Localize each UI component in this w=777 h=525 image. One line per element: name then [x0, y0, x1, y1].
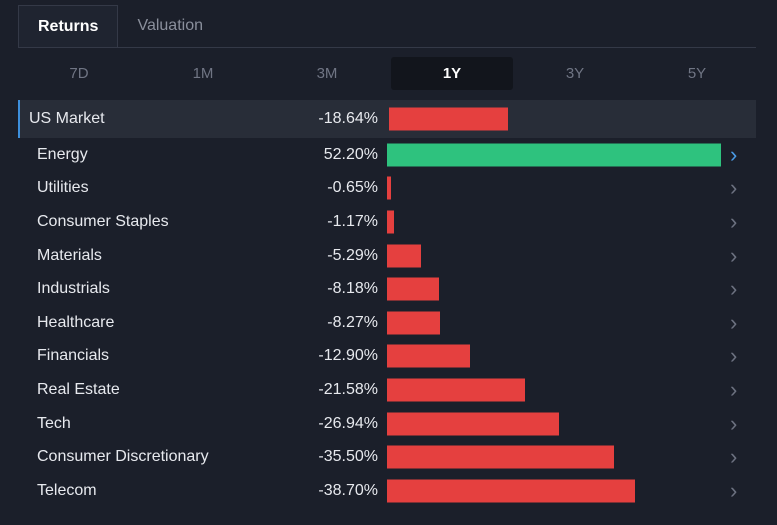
chevron-right-icon[interactable]: › [730, 410, 738, 436]
period-1y[interactable]: 1Y [391, 57, 513, 90]
chevron-right-icon[interactable]: › [730, 276, 738, 302]
chevron-right-icon[interactable]: › [730, 175, 738, 201]
return-percent: -26.94% [318, 414, 378, 432]
sector-returns-list: US Market -18.64% Energy 52.20% › Utilities -0… [18, 100, 756, 508]
sector-name: Consumer Discretionary [37, 448, 209, 466]
return-bar [387, 244, 421, 268]
return-bar [387, 277, 440, 301]
sector-name: Materials [37, 246, 102, 264]
return-bar [387, 378, 526, 402]
market-row: US Market -18.64% [18, 100, 756, 138]
return-bar [387, 479, 635, 503]
return-bar [387, 344, 470, 368]
sector-row[interactable]: Real Estate -21.58% › [18, 373, 756, 407]
return-percent: -8.18% [327, 280, 378, 298]
sector-row[interactable]: Consumer Discretionary -35.50% › [18, 440, 756, 474]
sector-row[interactable]: Telecom -38.70% › [18, 474, 756, 508]
period-3y[interactable]: 3Y [565, 65, 585, 82]
period-3m[interactable]: 3M [316, 65, 338, 82]
returns-valuation-tabs: Returns Valuation [18, 5, 756, 48]
chevron-right-icon[interactable]: › [730, 343, 738, 369]
sector-row[interactable]: Industrials -8.18% › [18, 272, 756, 306]
return-bar [387, 210, 395, 234]
period-5y[interactable]: 5Y [687, 65, 707, 82]
return-percent: -5.29% [327, 246, 378, 264]
sector-row[interactable]: Financials -12.90% › [18, 340, 756, 374]
sector-row[interactable]: Healthcare -8.27% › [18, 306, 756, 340]
tab-valuation[interactable]: Valuation [137, 17, 203, 34]
sector-name: Financials [37, 347, 110, 365]
return-bar [387, 311, 440, 335]
sector-name: Industrials [37, 280, 110, 298]
sector-row[interactable]: Materials -5.29% › [18, 239, 756, 273]
return-percent: -18.64% [318, 110, 378, 127]
chevron-right-icon[interactable]: › [730, 242, 738, 268]
tab-returns[interactable]: Returns [18, 5, 119, 47]
market-name: US Market [29, 110, 105, 127]
sector-name: Energy [37, 145, 88, 163]
return-bar [389, 107, 509, 131]
return-bar [387, 445, 615, 469]
return-percent: -1.17% [327, 212, 378, 230]
return-bar [387, 412, 560, 436]
return-percent: -0.65% [327, 179, 378, 197]
chevron-right-icon[interactable]: › [730, 444, 738, 470]
sector-row[interactable]: Tech -26.94% › [18, 407, 756, 441]
sector-name: Tech [37, 414, 71, 432]
sector-name: Telecom [37, 481, 97, 499]
sector-row[interactable]: Energy 52.20% › [18, 138, 756, 172]
chevron-right-icon[interactable]: › [730, 309, 738, 335]
chevron-right-icon[interactable]: › [730, 141, 738, 167]
period-1m[interactable]: 1M [192, 65, 214, 82]
return-percent: -8.27% [327, 313, 378, 331]
return-percent: 52.20% [323, 145, 378, 163]
return-percent: -12.90% [318, 347, 378, 365]
chevron-right-icon[interactable]: › [730, 376, 738, 402]
sector-name: Healthcare [37, 313, 115, 331]
period-7d[interactable]: 7D [69, 65, 89, 82]
sector-row[interactable]: Utilities -0.65% › [18, 172, 756, 206]
return-percent: -21.58% [318, 380, 378, 398]
period-selector: 7D 1M 3M 1Y 3Y 5Y [18, 57, 756, 90]
sector-name: Consumer Staples [37, 212, 169, 230]
sector-name: Utilities [37, 179, 89, 197]
sector-row[interactable]: Consumer Staples -1.17% › [18, 205, 756, 239]
return-bar [387, 143, 721, 167]
sector-name: Real Estate [37, 380, 120, 398]
chevron-right-icon[interactable]: › [730, 208, 738, 234]
return-percent: -38.70% [318, 481, 378, 499]
return-percent: -35.50% [318, 448, 378, 466]
return-bar [387, 176, 392, 200]
chevron-right-icon[interactable]: › [730, 477, 738, 503]
